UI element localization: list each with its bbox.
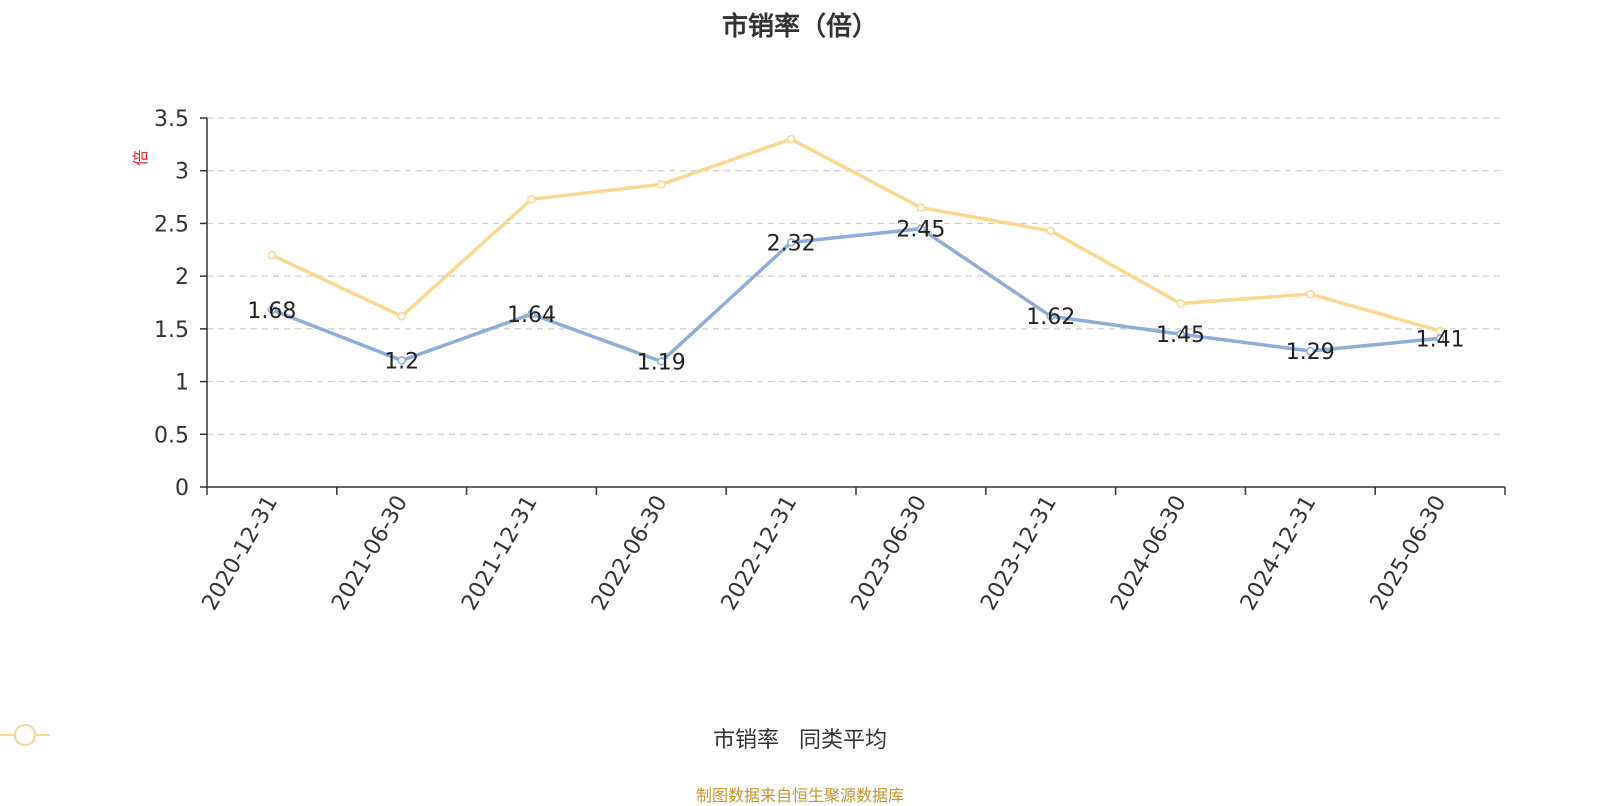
- y-tick-label-5: 2.5: [154, 212, 189, 237]
- data-label-2: 1.64: [507, 303, 556, 328]
- series-1-point-4: [786, 238, 796, 247]
- x-tick-label-6: 2023-12-31: [976, 492, 1062, 615]
- series-1-point-8: [1306, 346, 1315, 356]
- series-1-point-9: [1435, 334, 1445, 343]
- legend: 市销率 同类平均: [0, 722, 1600, 754]
- y-tick-label-3: 1.5: [154, 318, 189, 343]
- series-2-point-1: [397, 311, 406, 321]
- y-tick-label-1: 0.5: [154, 423, 189, 448]
- series-2-point-3: [657, 180, 666, 189]
- data-label-7: 1.45: [1156, 323, 1205, 348]
- series-1-point-2: [527, 309, 536, 319]
- legend-label-series1: 市销率: [712, 728, 779, 753]
- legend-item-series2[interactable]: 同类平均: [0, 722, 888, 754]
- data-label-5: 2.45: [896, 218, 945, 243]
- legend-item-series1[interactable]: 市销率: [0, 722, 779, 754]
- data-label-4: 2.32: [767, 231, 816, 256]
- series-line-1: [271, 226, 1441, 364]
- series-2-point-0: [267, 250, 277, 260]
- series-2-point-2: [527, 194, 536, 204]
- x-tick-label-7: 2024-06-30: [1106, 492, 1192, 615]
- x-tick-label-1: 2021-06-30: [327, 492, 413, 615]
- series-2-point-5: [916, 203, 926, 212]
- series-1-point-7: [1176, 329, 1185, 339]
- series-line-2: [271, 137, 1441, 333]
- series-2-point-8: [1306, 289, 1315, 299]
- x-tick-label-0: 2020-12-31: [198, 492, 284, 615]
- series-1-point-5: [916, 224, 926, 233]
- series-2-point-7: [1176, 299, 1185, 308]
- series-1-point-6: [1046, 311, 1055, 321]
- series-2-point-4: [786, 134, 796, 144]
- x-tick-label-2: 2021-12-31: [457, 492, 543, 615]
- series-2-point-6: [1046, 226, 1055, 236]
- y-tick-label-4: 2: [175, 265, 189, 290]
- series-1-point-1: [397, 356, 406, 365]
- chart-title: 市销率（倍）: [721, 12, 878, 42]
- data-label-3: 1.19: [637, 351, 686, 376]
- data-source-note: 制图数据来自恒生聚源数据库: [695, 786, 904, 805]
- legend-label-series2: 同类平均: [799, 728, 888, 753]
- series-1-point-0: [267, 305, 277, 315]
- y-tick-label-2: 1: [175, 371, 189, 396]
- series-1-point-3: [657, 357, 666, 366]
- data-label-0: 1.68: [247, 299, 296, 324]
- x-tick-label-3: 2022-06-30: [587, 492, 673, 615]
- y-axis-label: 倍: [131, 150, 150, 166]
- y-tick-label-6: 3: [175, 160, 189, 185]
- data-label-9: 1.41: [1416, 327, 1465, 352]
- x-tick-label-4: 2022-12-31: [717, 492, 803, 615]
- x-tick-label-8: 2024-12-31: [1236, 492, 1322, 615]
- y-tick-label-0: 0: [175, 476, 189, 501]
- data-label-1: 1.2: [384, 349, 419, 374]
- data-label-8: 1.29: [1286, 340, 1335, 365]
- data-label-6: 1.62: [1026, 305, 1075, 330]
- x-tick-label-5: 2023-06-30: [847, 492, 933, 615]
- y-tick-label-7: 3.5: [154, 107, 189, 132]
- legend-marker-series2: [0, 724, 50, 746]
- x-tick-label-9: 2025-06-30: [1366, 492, 1452, 615]
